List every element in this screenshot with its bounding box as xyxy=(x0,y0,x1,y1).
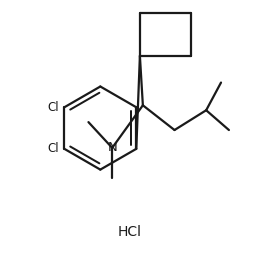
Text: Cl: Cl xyxy=(48,142,59,155)
Text: Cl: Cl xyxy=(48,101,59,114)
Text: N: N xyxy=(107,141,117,154)
Text: HCl: HCl xyxy=(118,225,142,239)
